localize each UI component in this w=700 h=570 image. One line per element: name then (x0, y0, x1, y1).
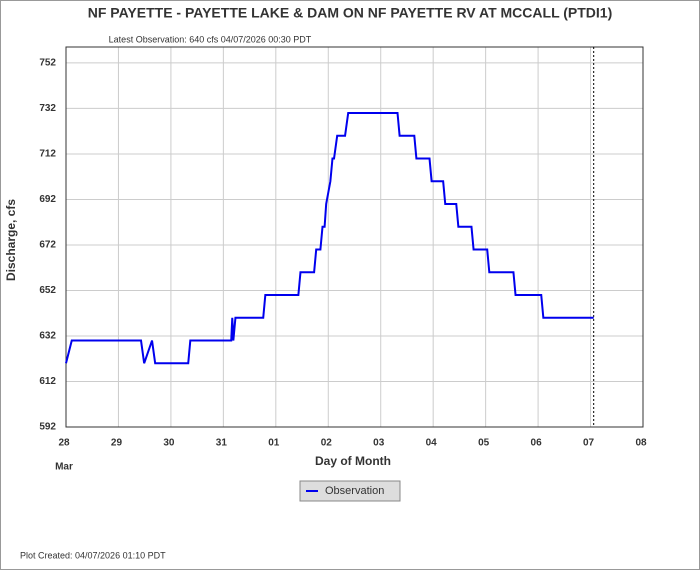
footer: Plot Created: 04/07/2026 01:10 PDT (20, 550, 166, 560)
y-tick-label: 752 (39, 58, 56, 69)
x-tick-label: 05 (478, 438, 490, 449)
y-tick-label: 672 (39, 240, 56, 251)
x-tick-label: 31 (216, 438, 228, 449)
legend-box (299, 480, 401, 502)
y-tick-label: 712 (39, 149, 56, 160)
x-sublabel: Mar (55, 462, 73, 473)
x-tick-label: 04 (426, 438, 438, 449)
x-axis-label: Day of Month (315, 454, 391, 468)
y-tick-label: 632 (39, 331, 56, 342)
x-tick-label: 08 (635, 438, 647, 449)
y-tick-label: 612 (39, 376, 56, 387)
x-tick-label: 02 (321, 438, 333, 449)
y-tick-label: 652 (39, 285, 56, 296)
subtitle: Latest Observation: 640 cfs 04/07/2026 0… (109, 34, 312, 44)
y-tick-label: 692 (39, 194, 56, 205)
y-tick-label: 592 (39, 422, 56, 433)
line-series (65, 111, 594, 365)
plot-area (65, 46, 644, 428)
y-tick-label: 732 (39, 103, 56, 114)
x-tick-label: 06 (531, 438, 543, 449)
x-tick-label: 28 (58, 438, 70, 449)
x-tick-label: 30 (163, 438, 175, 449)
y-axis-label: Discharge, cfs (4, 199, 18, 281)
chart-title: NF PAYETTE - PAYETTE LAKE & DAM ON NF PA… (88, 5, 613, 21)
x-tick-label: 03 (373, 438, 385, 449)
x-tick-label: 07 (583, 438, 595, 449)
x-tick-label: 29 (111, 438, 123, 449)
legend-label: Observation (325, 485, 384, 497)
plot-border (65, 46, 644, 428)
x-tick-label: 01 (268, 438, 280, 449)
